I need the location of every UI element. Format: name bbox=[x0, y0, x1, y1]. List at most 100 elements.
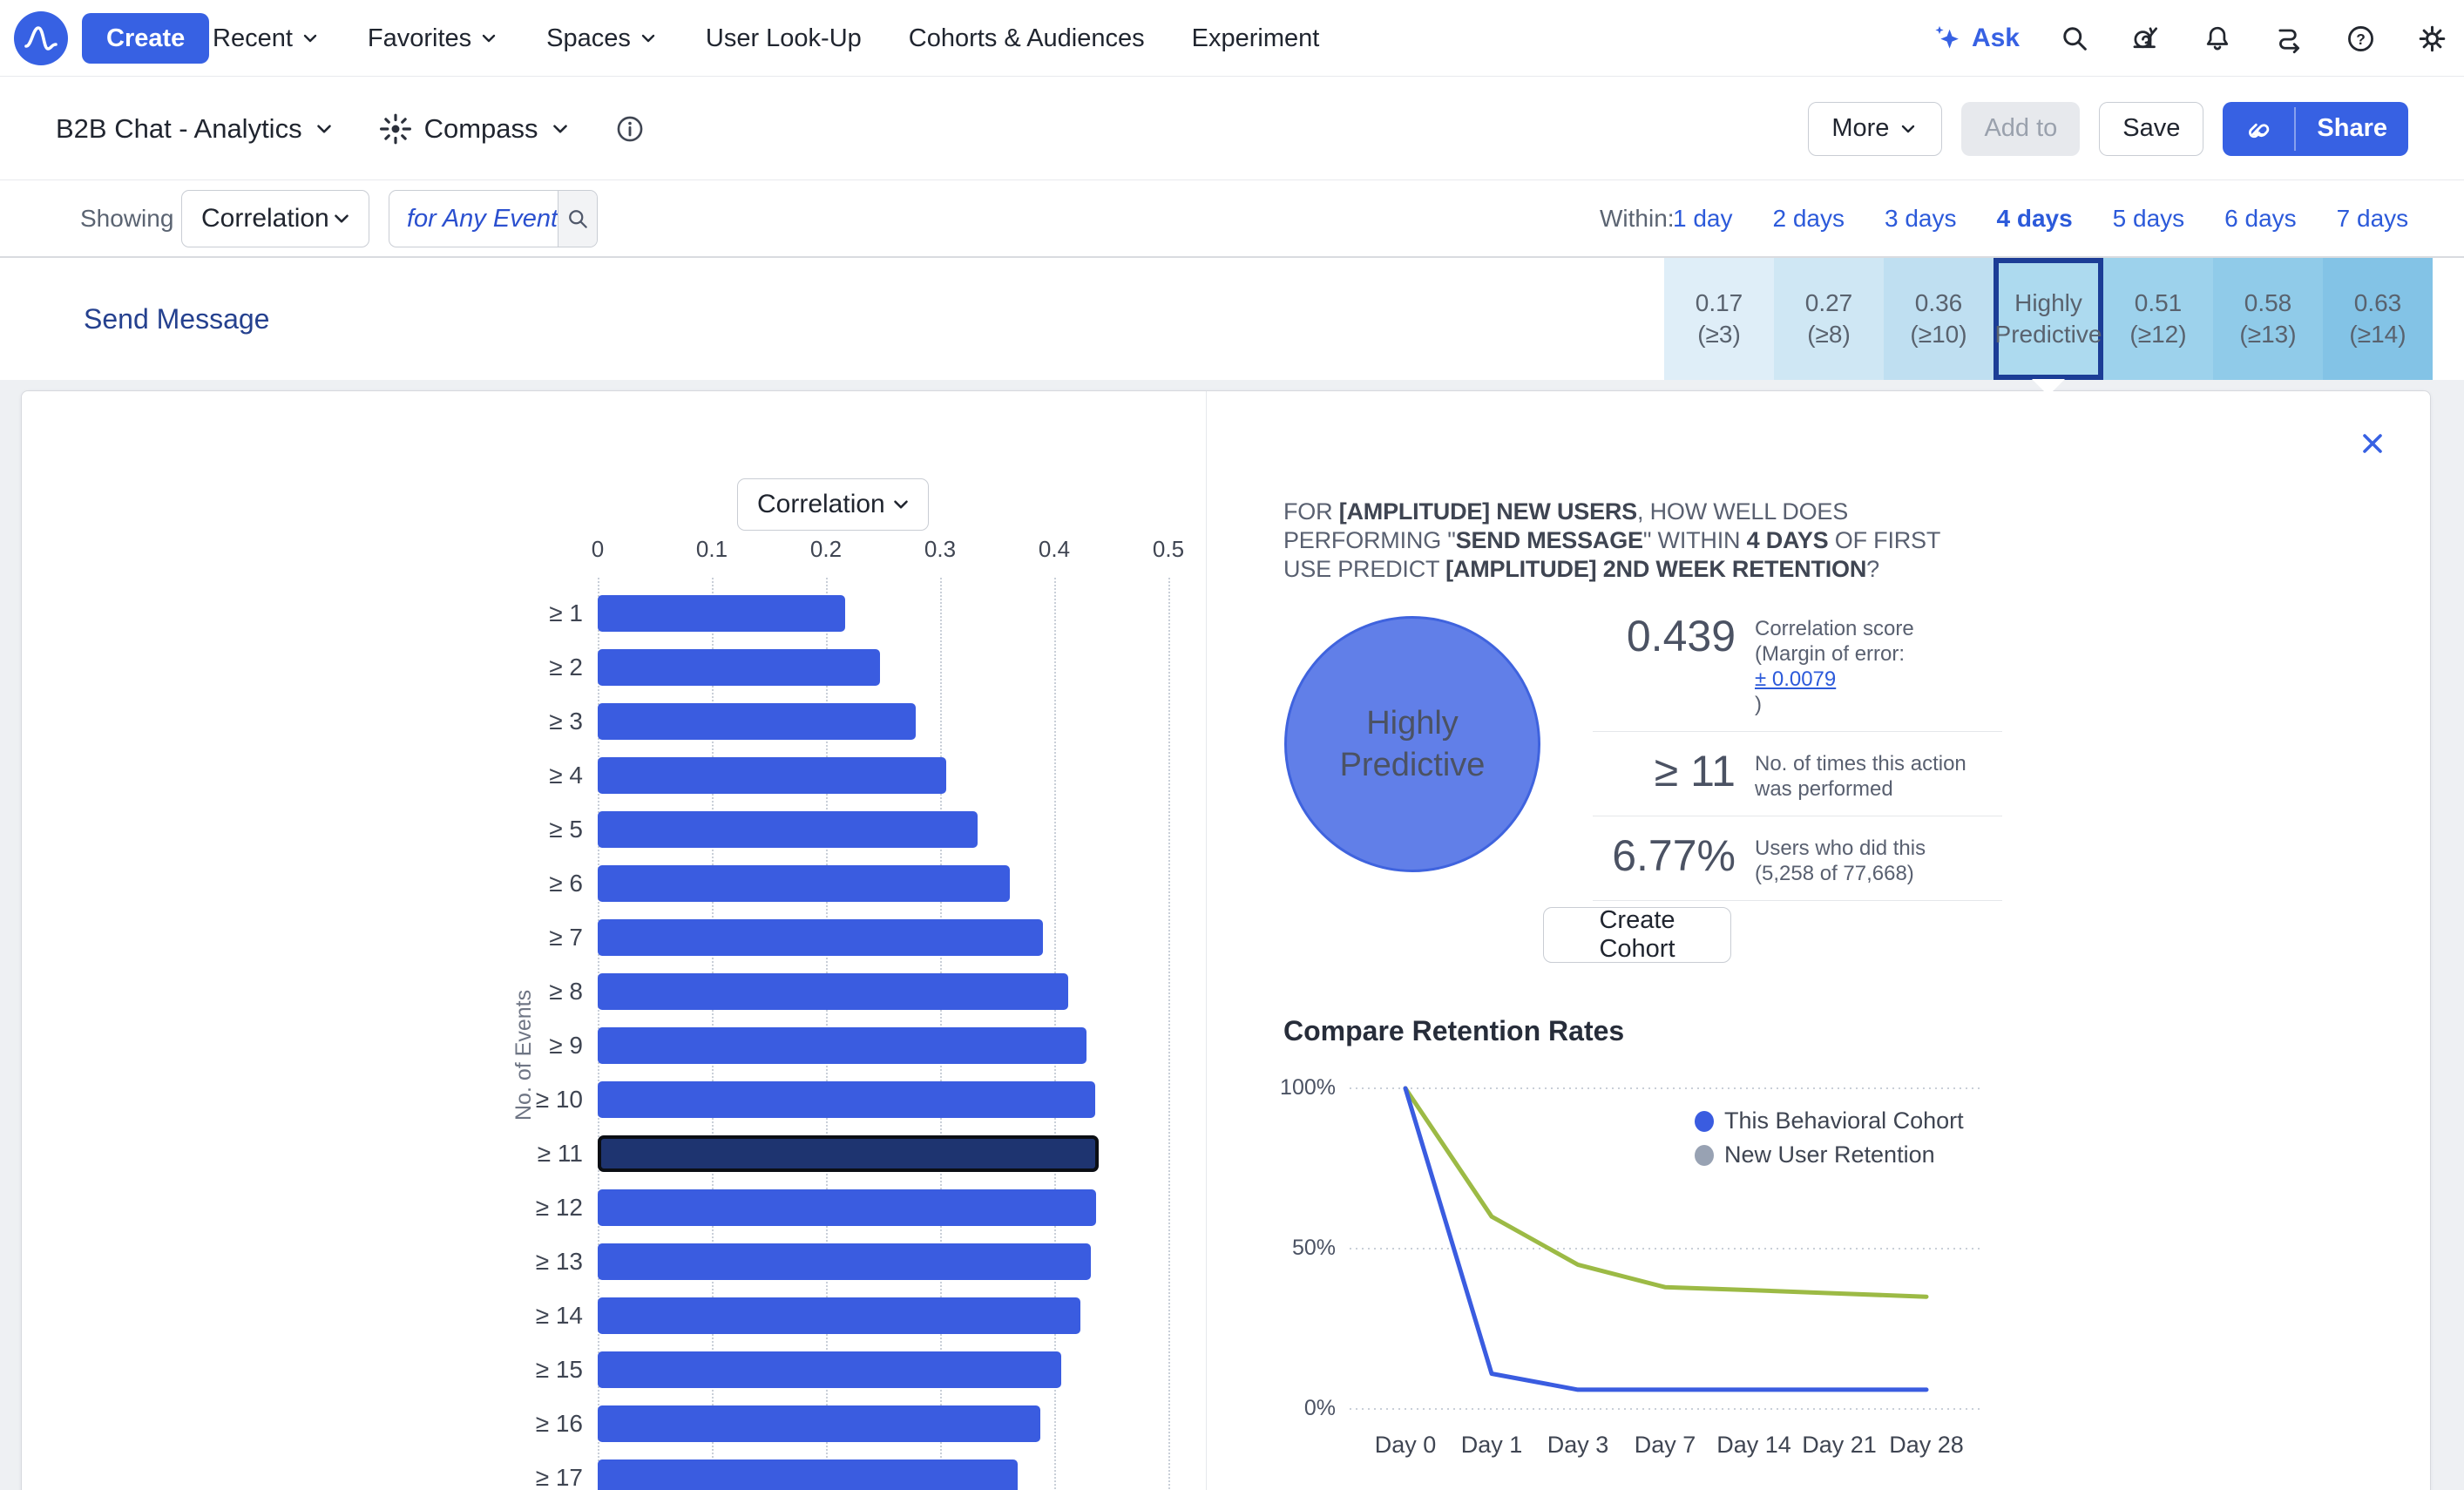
retention-line-chart bbox=[1256, 1073, 2005, 1482]
bar-row: ≥ 1 bbox=[22, 595, 1205, 649]
times-performed-value: ≥ 11 bbox=[1654, 747, 1736, 796]
route-icon[interactable] bbox=[2272, 22, 2305, 55]
bar-≥13[interactable] bbox=[598, 1243, 1091, 1280]
bar-≥7[interactable] bbox=[598, 919, 1043, 956]
correlation-cell-4-selected[interactable]: Highly Predictive bbox=[1994, 258, 2103, 396]
within-option-3-days[interactable]: 3 days bbox=[1885, 204, 1957, 232]
top-nav-right: Ask bbox=[1932, 0, 2448, 77]
within-option-1-day[interactable]: 1 day bbox=[1673, 204, 1733, 232]
correlation-cell-3[interactable]: 0.36 (≥10) bbox=[1884, 258, 1994, 380]
correlation-cell-7[interactable]: 0.63 (≥14) bbox=[2323, 258, 2433, 380]
retention-chart-title: Compare Retention Rates bbox=[1283, 1015, 1625, 1046]
project-selector[interactable]: B2B Chat - Analytics bbox=[56, 113, 335, 145]
sparkle-icon bbox=[1935, 25, 1959, 49]
event-filter-input[interactable]: for Any Event bbox=[389, 190, 598, 247]
bar-≥1[interactable] bbox=[598, 595, 845, 632]
within-option-5-days[interactable]: 5 days bbox=[2112, 204, 2185, 232]
nav-item-favorites[interactable]: Favorites bbox=[368, 24, 499, 53]
correlation-cell-5[interactable]: 0.51 (≥12) bbox=[2103, 258, 2213, 380]
bar-row: ≥ 16 bbox=[22, 1405, 1205, 1460]
bar-category-label: ≥ 5 bbox=[549, 816, 583, 843]
times-performed-desc: No. of times this action was performed bbox=[1755, 752, 1966, 801]
bar-row: ≥ 6 bbox=[22, 865, 1205, 919]
bar-≥5[interactable] bbox=[598, 811, 978, 848]
bar-chart-x-axis: 0 0.1 0.2 0.3 0.4 0.5 bbox=[22, 536, 1206, 566]
bar-≥14[interactable] bbox=[598, 1297, 1080, 1334]
cell-line1: 0.63 bbox=[2353, 289, 2402, 316]
chevron-down-icon bbox=[1902, 125, 1915, 132]
bar-≥4[interactable] bbox=[598, 757, 946, 794]
amplitude-logo[interactable] bbox=[14, 11, 68, 65]
ask-button[interactable]: Ask bbox=[1932, 23, 2020, 54]
bar-≥12[interactable] bbox=[598, 1189, 1096, 1226]
nav-item-user-look-up[interactable]: User Look-Up bbox=[705, 24, 862, 52]
correlation-cell-2[interactable]: 0.27 (≥8) bbox=[1774, 258, 1884, 380]
bar-≥2[interactable] bbox=[598, 649, 880, 686]
gridline bbox=[1168, 578, 1170, 1490]
save-button[interactable]: Save bbox=[2099, 101, 2204, 156]
svg-text:?: ? bbox=[2356, 30, 2366, 47]
chevron-down-icon bbox=[478, 28, 499, 49]
nav-item-cohorts-amp-audiences[interactable]: Cohorts & Audiences bbox=[908, 24, 1145, 52]
bar-≥17[interactable] bbox=[598, 1460, 1018, 1490]
copy-link-button[interactable] bbox=[2223, 102, 2294, 156]
correlation-cell-1[interactable]: 0.17 (≥3) bbox=[1664, 258, 1774, 380]
within-option-4-days[interactable]: 4 days bbox=[1996, 204, 2073, 232]
detail-panel: Correlation 0 0.1 0.2 0.3 0.4 0.5 ≥ 1 ≥ 2 ≥ 3 ≥ … bbox=[21, 390, 2431, 1490]
retention-x-tick: Day 28 bbox=[1889, 1432, 1964, 1458]
within-option-2-days[interactable]: 2 days bbox=[1772, 204, 1845, 232]
legend-dot-icon bbox=[1695, 1144, 1714, 1166]
cell-line2: (≥12) bbox=[2129, 321, 2187, 348]
snail-icon[interactable] bbox=[2129, 22, 2163, 55]
bar-≥10[interactable] bbox=[598, 1081, 1095, 1118]
settings-gear-icon[interactable] bbox=[2415, 22, 2448, 55]
info-icon[interactable] bbox=[613, 112, 646, 146]
bar-row: ≥ 10 bbox=[22, 1081, 1205, 1135]
bar-≥3[interactable] bbox=[598, 703, 916, 740]
legend-item: New User Retention bbox=[1695, 1141, 1964, 1168]
chart-type-selector[interactable]: Compass bbox=[377, 111, 572, 147]
retention-x-tick: Day 0 bbox=[1374, 1432, 1437, 1458]
nav-item-spaces[interactable]: Spaces bbox=[546, 24, 659, 53]
within-option-6-days[interactable]: 6 days bbox=[2224, 204, 2297, 232]
retention-x-tick: Day 3 bbox=[1547, 1432, 1609, 1458]
within-option-7-days[interactable]: 7 days bbox=[2336, 204, 2409, 232]
selected-cell-pointer bbox=[2032, 379, 2065, 396]
notifications-bell-icon[interactable] bbox=[2201, 22, 2234, 55]
cell-line2: (≥8) bbox=[1807, 321, 1851, 348]
correlation-cell-6[interactable]: 0.58 (≥13) bbox=[2213, 258, 2323, 380]
chevron-down-icon bbox=[335, 214, 349, 223]
retention-y-tick: 50% bbox=[1291, 1236, 1336, 1260]
bar-≥15[interactable] bbox=[598, 1351, 1061, 1388]
desc-line: (Margin of error: bbox=[1755, 642, 1906, 666]
create-cohort-button[interactable]: Create Cohort bbox=[1543, 906, 1731, 963]
more-button[interactable]: More bbox=[1808, 101, 1943, 156]
bar-row: ≥ 9 bbox=[22, 1027, 1205, 1081]
help-icon[interactable]: ? bbox=[2344, 22, 2377, 55]
nav-item-recent[interactable]: Recent bbox=[213, 24, 321, 53]
search-icon[interactable] bbox=[2058, 22, 2091, 55]
panel-metric-select[interactable]: Correlation bbox=[737, 478, 929, 531]
bar-≥16[interactable] bbox=[598, 1405, 1040, 1442]
bar-row: ≥ 13 bbox=[22, 1243, 1205, 1297]
margin-of-error-link[interactable]: ± 0.0079 bbox=[1755, 667, 1837, 691]
amplitude-logo-glyph bbox=[24, 26, 58, 51]
bar-category-label: ≥ 14 bbox=[535, 1302, 583, 1329]
event-search-button[interactable] bbox=[558, 191, 597, 247]
bar-category-label: ≥ 11 bbox=[537, 1140, 583, 1167]
cell-line2: (≥13) bbox=[2239, 321, 2297, 348]
share-button[interactable]: Share bbox=[2317, 114, 2387, 142]
bar-≥6[interactable] bbox=[598, 865, 1010, 902]
panel-metric-value: Correlation bbox=[757, 490, 885, 518]
bar-≥9[interactable] bbox=[598, 1027, 1086, 1064]
event-row-label[interactable]: Send Message bbox=[84, 302, 270, 335]
bar-≥11-highlighted[interactable] bbox=[598, 1135, 1099, 1172]
x-tick-label: 0.2 bbox=[809, 536, 843, 562]
project-name: B2B Chat - Analytics bbox=[56, 112, 302, 144]
bar-≥8[interactable] bbox=[598, 973, 1068, 1010]
nav-item-experiment[interactable]: Experiment bbox=[1191, 24, 1320, 52]
chevron-down-icon bbox=[313, 118, 335, 140]
create-button[interactable]: Create bbox=[82, 13, 210, 64]
metric-select[interactable]: Correlation bbox=[181, 190, 369, 247]
close-panel-button[interactable] bbox=[2355, 426, 2390, 461]
